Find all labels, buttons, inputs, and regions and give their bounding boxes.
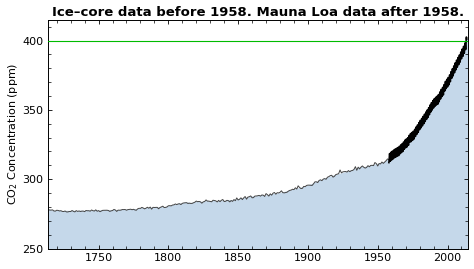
Title: Ice–core data before 1958. Mauna Loa data after 1958.: Ice–core data before 1958. Mauna Loa dat… xyxy=(52,6,465,19)
Y-axis label: CO$_2$ Concentration (ppm): CO$_2$ Concentration (ppm) xyxy=(6,63,19,205)
